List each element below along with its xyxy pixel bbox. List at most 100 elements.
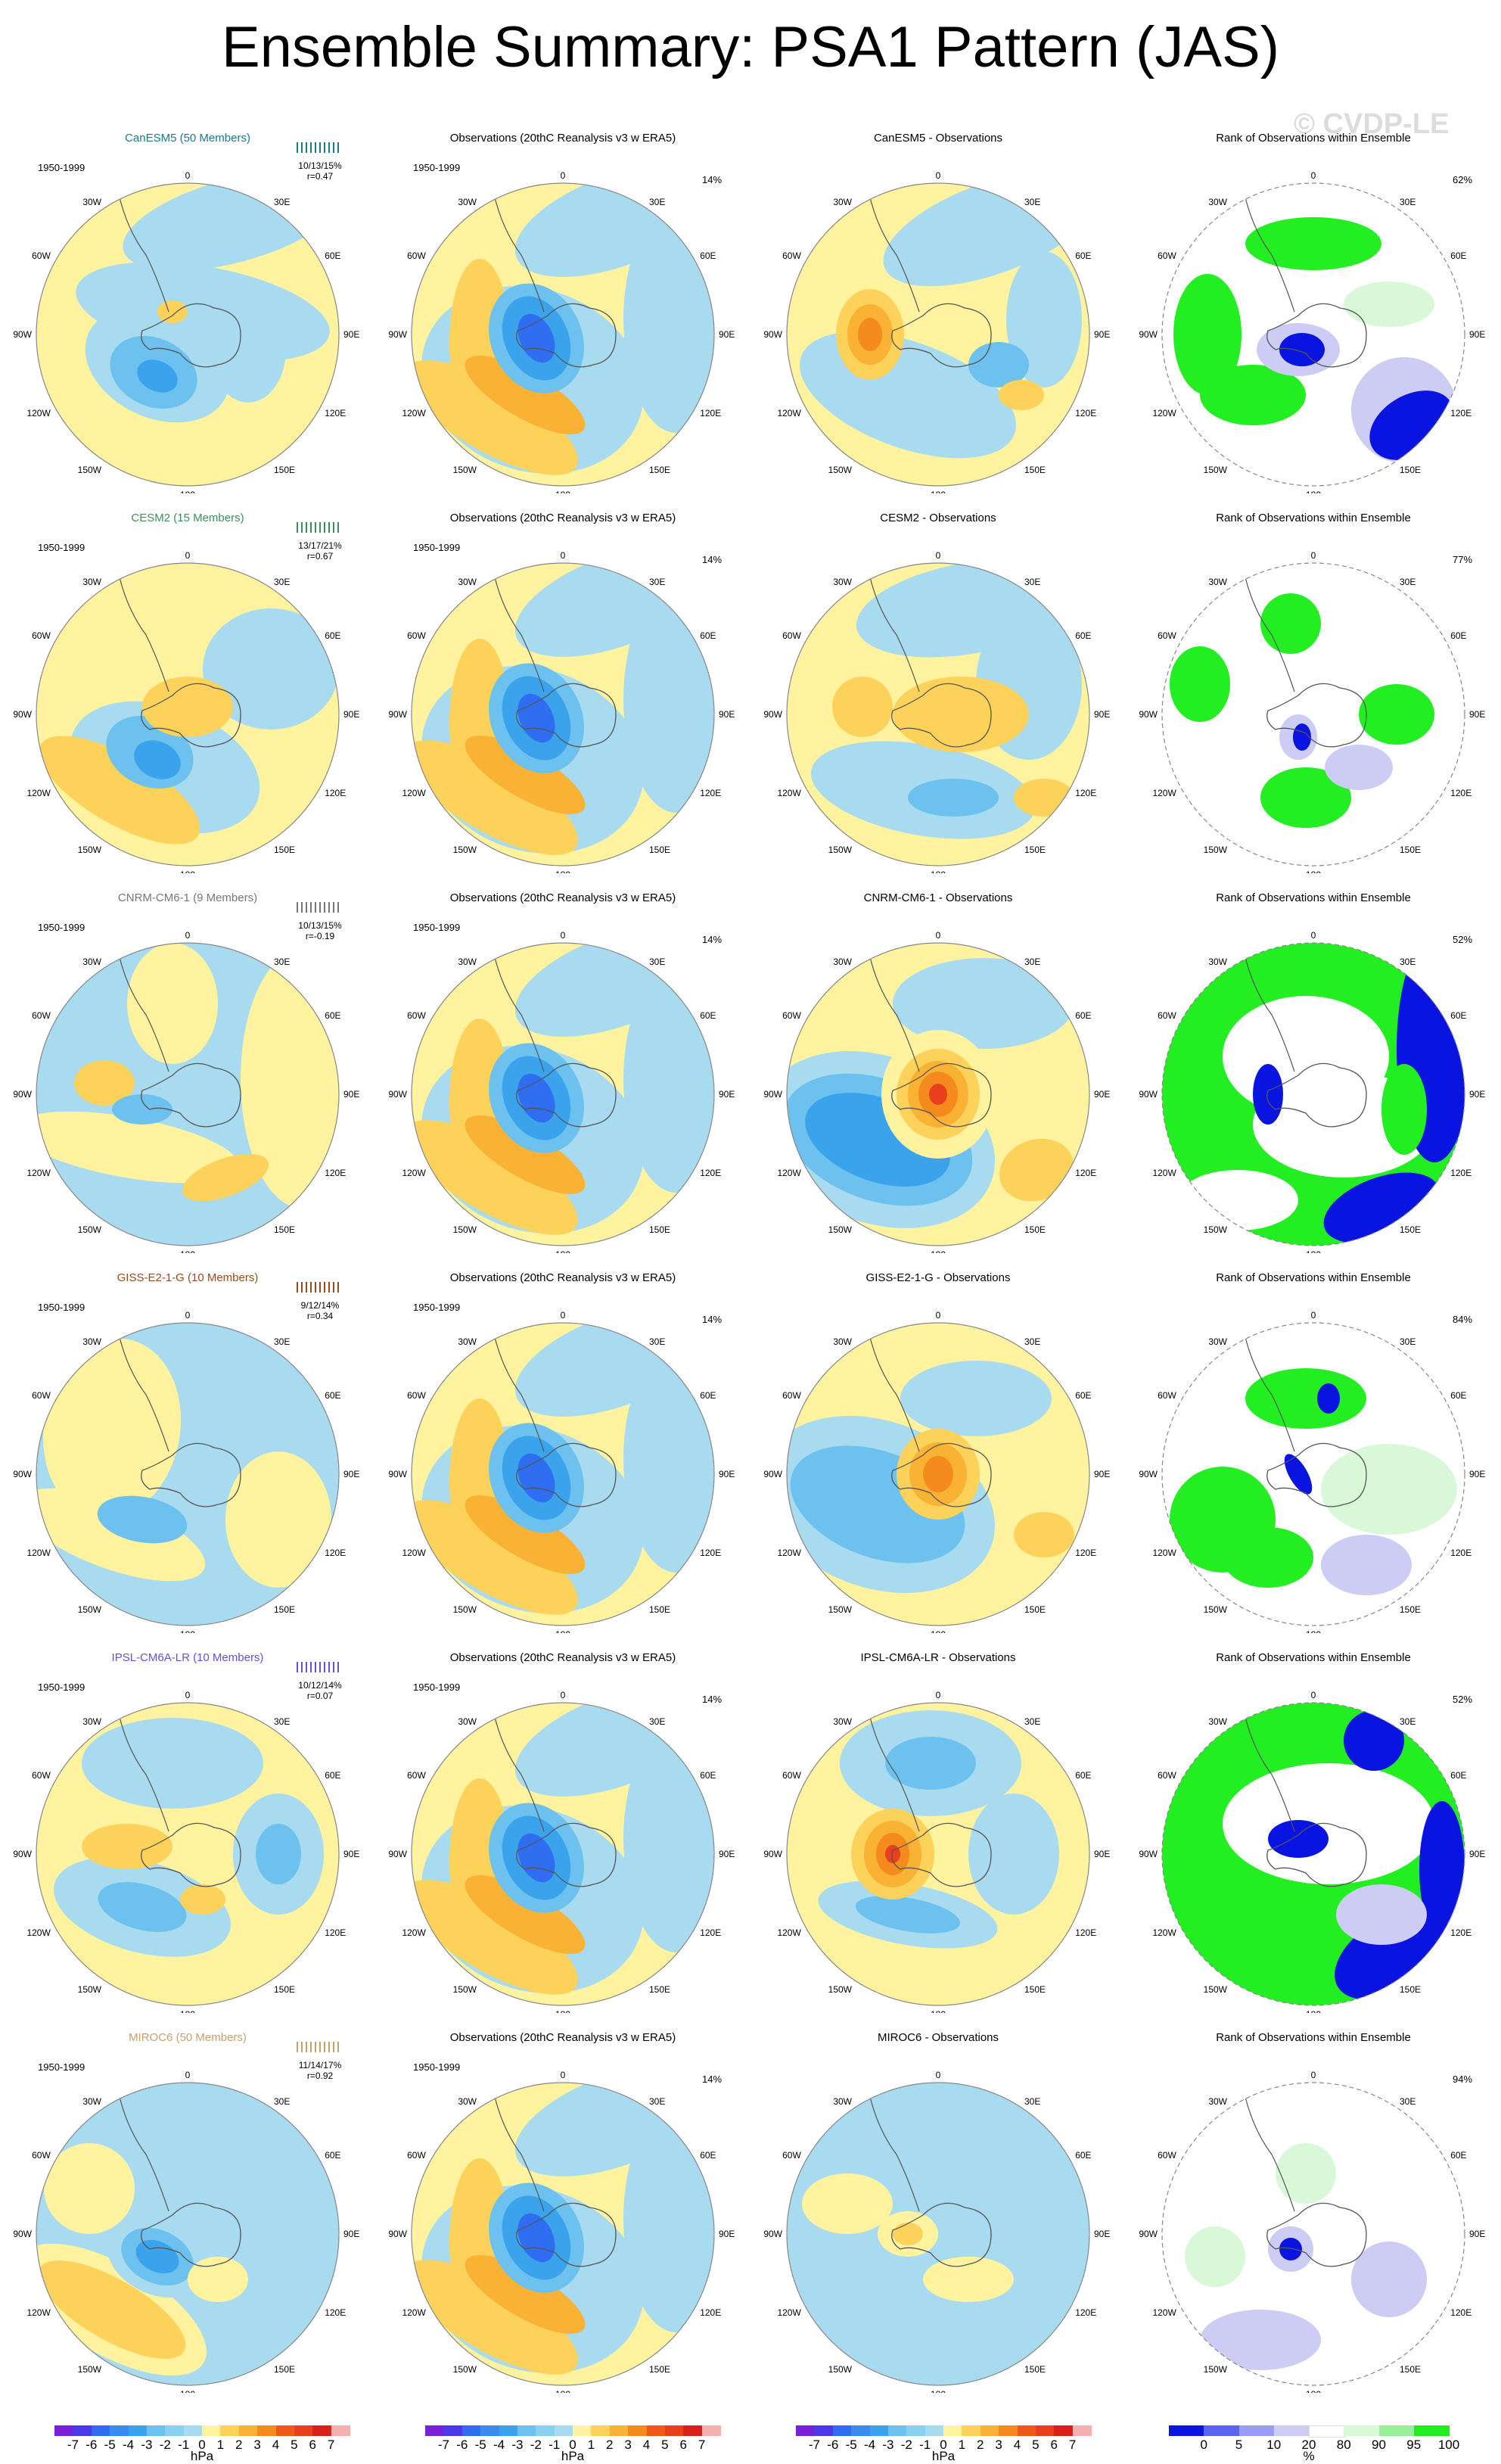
rank-contour-2 — [1170, 646, 1230, 722]
lon-label-ml: 60W — [407, 1010, 426, 1021]
lon-label-mr: 60E — [1450, 1010, 1466, 1021]
lon-label-lr: 120E — [1450, 1548, 1471, 1558]
member-tick — [319, 2042, 321, 2052]
rank-contour-4 — [1260, 767, 1351, 828]
colorbar-segment — [906, 2425, 926, 2436]
lon-label-ml: 60W — [407, 1770, 426, 1781]
lon-label-bl: 150W — [1204, 1224, 1228, 1235]
member-tick — [315, 1662, 316, 1672]
lon-label-cr: 90E — [343, 709, 359, 720]
antarctica-coastline — [141, 1062, 241, 1128]
colorbar-tick-label: -7 — [437, 2438, 449, 2452]
lon-label-ll: 120W — [402, 1927, 426, 1938]
rank-contour-4 — [1321, 1444, 1457, 1535]
rank-contour-3 — [1200, 365, 1306, 425]
diff-contour-4 — [893, 958, 1074, 1049]
model-contour-6 — [82, 1824, 172, 1869]
colorbar-tick-label: -6 — [456, 2438, 468, 2452]
lon-label-lr: 120E — [1450, 408, 1471, 418]
member-tick — [315, 522, 316, 533]
rank-contour-5 — [1200, 2310, 1321, 2370]
rank-contour-5 — [1344, 1710, 1404, 1771]
map-border — [786, 1322, 1090, 1626]
lon-label-bl: 150W — [453, 2364, 477, 2375]
diff-map: 0 180 30W 30E 60W 60E 90W 90E 120W 120E 150W 150E — [763, 1690, 1110, 2013]
lon-label-mr: 60E — [1075, 630, 1091, 641]
stats-value: 10/13/15% — [298, 160, 342, 171]
south-america-coastline — [490, 1703, 545, 1832]
antarctica-coastline — [516, 1442, 617, 1507]
colorbar-segment — [683, 2425, 703, 2436]
correlation-value: r=0.07 — [306, 1691, 334, 1701]
member-tick — [319, 902, 321, 913]
stats-value: 11/14/17% — [298, 2060, 342, 2070]
obs-map: 0 180 30W 30E 60W 60E 90W 90E 120W 120E 150W 150E — [388, 1310, 735, 1633]
model-contour-3 — [256, 1824, 301, 1884]
member-tick — [297, 2042, 298, 2052]
lon-label-ul: 30W — [833, 1716, 852, 1727]
model-contour-4 — [97, 1495, 188, 1544]
colorbar-segment — [646, 2425, 666, 2436]
rank-contour-7 — [1284, 1454, 1313, 1495]
colorbar-tick-label: 6 — [679, 2438, 687, 2452]
colorbar-segment — [110, 2425, 129, 2436]
lon-label-bl: 150W — [453, 1604, 477, 1615]
colorbar-segment — [869, 2425, 889, 2436]
lon-label-top: 0 — [1311, 2070, 1316, 2080]
lon-label-lr: 120E — [1075, 1927, 1096, 1938]
lon-label-bottom: 180 — [1306, 870, 1321, 873]
lon-label-bl: 150W — [828, 1604, 853, 1615]
member-tick — [337, 142, 339, 153]
model-panel: 0 180 30W 30E 60W 60E 90W 90E 120W 120E 150W 150E CE… — [0, 493, 375, 873]
model-contour-2 — [38, 2260, 186, 2359]
map-border — [1161, 562, 1465, 866]
lon-label-ll: 120W — [26, 1548, 51, 1558]
lon-label-mr: 60E — [700, 1390, 716, 1401]
member-tick — [324, 142, 325, 153]
member-tick — [324, 2042, 325, 2052]
lon-label-mr: 60E — [1450, 630, 1466, 641]
colorbar-segment — [664, 2425, 684, 2436]
member-tick — [310, 522, 312, 533]
lon-label-br: 150E — [1024, 1984, 1046, 1995]
south-america-coastline — [1241, 943, 1295, 1072]
lon-label-ll: 120W — [26, 788, 51, 798]
model-panel: 0 180 30W 30E 60W 60E 90W 90E 120W 120E 150W 150E CN… — [0, 873, 375, 1253]
difference-panel: 0 180 30W 30E 60W 60E 90W 90E 120W 120E 150W 150E CN… — [750, 873, 1126, 1253]
colorbar-tick-label: -3 — [141, 2438, 153, 2452]
rank-map: 0 180 30W 30E 60W 60E 90W 90E 120W 120E 150W 150E — [1139, 550, 1485, 873]
lon-label-bl: 150W — [78, 2364, 102, 2375]
colorbar-segment — [1378, 2425, 1415, 2436]
observations-panel: 0 180 30W 30E 60W 60E 90W 90E 120W 120E 150W 150E Ob… — [375, 1633, 750, 2013]
model-contour-2 — [36, 1488, 206, 1582]
model-panel: 0 180 30W 30E 60W 60E 90W 90E 120W 120E 150W 150E GI… — [0, 1253, 375, 1633]
model-panel: 0 180 30W 30E 60W 60E 90W 90E 120W 120E 150W 150E Ca… — [0, 114, 375, 493]
observations-panel: 0 180 30W 30E 60W 60E 90W 90E 120W 120E 150W 150E Ob… — [375, 2013, 750, 2393]
colorbar-tick-label: -3 — [511, 2438, 524, 2452]
lon-label-ml: 60W — [1158, 630, 1176, 641]
model-contour-7 — [180, 1884, 225, 1915]
model-contour-7 — [188, 2257, 248, 2302]
observations-percent: 14% — [702, 1314, 723, 1325]
period-label: 1950-1999 — [38, 2061, 85, 2073]
colorbar-tick-label: 0 — [198, 2438, 206, 2452]
colorbar-unit: hPa — [931, 2449, 956, 2463]
difference-panel: 0 180 30W 30E 60W 60E 90W 90E 120W 120E 150W 150E IP… — [750, 1633, 1126, 2013]
panel-row: 0 180 30W 30E 60W 60E 90W 90E 120W 120E 150W 150E MI… — [0, 2013, 1501, 2393]
lon-label-cr: 90E — [343, 1469, 359, 1479]
member-tick — [310, 142, 312, 153]
rank-contour-2 — [1173, 274, 1242, 395]
lon-label-top: 0 — [561, 170, 566, 181]
lon-label-ur: 30E — [1024, 1716, 1040, 1727]
diff-contour-5 — [893, 677, 1029, 752]
south-america-coastline — [115, 183, 169, 313]
lon-label-cl: 90W — [13, 2229, 32, 2239]
member-tick — [333, 902, 334, 913]
lon-label-cr: 90E — [719, 2229, 735, 2239]
lon-label-br: 150E — [649, 2364, 670, 2375]
difference-title: IPSL-CM6A-LR - Observations — [860, 1651, 1016, 1664]
member-tick — [306, 902, 307, 913]
lon-label-ur: 30E — [1400, 1336, 1416, 1347]
colorbar-segment — [1273, 2425, 1310, 2436]
colorbar-tick-label: 5 — [1032, 2438, 1040, 2452]
